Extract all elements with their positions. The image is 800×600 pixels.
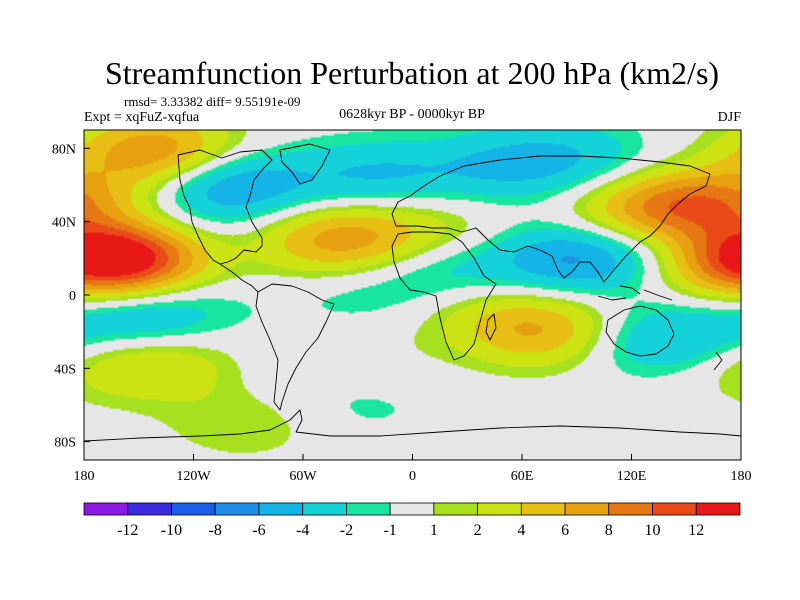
colorbar-swatch <box>608 502 653 516</box>
chart-title: Streamfunction Perturbation at 200 hPa (… <box>105 55 719 91</box>
y-tick-label: 0 <box>69 289 76 304</box>
coastline-greenland <box>279 143 331 185</box>
map-plot-area <box>84 130 741 460</box>
coastline-south-america <box>255 283 335 411</box>
colorbar-label: 2 <box>474 522 482 539</box>
colorbar-swatch <box>83 502 129 516</box>
season-label: DJF <box>718 110 742 125</box>
x-tick-label: 180 <box>731 469 752 484</box>
coastline-australia <box>605 305 675 357</box>
x-tick-label: 0 <box>409 469 416 484</box>
colorbar-label: 4 <box>517 522 525 539</box>
colorbar-label: -10 <box>161 522 182 539</box>
rmsd-diff-label: rmsd= 3.33382 diff= 9.55191e-09 <box>124 94 301 109</box>
axis-ticks: 180 120W 60W 0 60E 120E 180 80N 40N 0 40S 80S <box>52 142 752 484</box>
colorbar: -12 -10 -8 -6 -4 -2 -1 1 2 4 6 8 10 12 <box>83 502 741 539</box>
colorbar-swatch <box>258 502 304 516</box>
coastline-antarctica <box>84 409 741 442</box>
colorbar-label: -6 <box>252 522 265 539</box>
coastline-new-zealand <box>713 351 723 371</box>
coastline-central-america <box>219 263 259 293</box>
y-tick-label: 40S <box>54 362 76 377</box>
streamfunction-field <box>84 130 741 460</box>
experiment-label: Expt = xqFuZ-xqfua <box>84 110 200 125</box>
x-tick-label: 60E <box>511 469 534 484</box>
coastline-eurasia <box>391 155 711 283</box>
y-tick-label: 40N <box>52 216 76 231</box>
colorbar-label: -4 <box>296 522 309 539</box>
colorbar-swatch <box>127 502 172 516</box>
colorbar-swatch <box>302 502 347 516</box>
colorbar-label: -1 <box>383 522 396 539</box>
colorbar-swatch <box>564 502 610 516</box>
x-tick-label: 120W <box>176 469 211 484</box>
colorbar-label: -2 <box>340 522 353 539</box>
colorbar-label: 8 <box>605 522 613 539</box>
colorbar-label: 6 <box>561 522 569 539</box>
y-tick-label: 80N <box>52 142 76 157</box>
coastline-maritime-continent <box>597 285 673 301</box>
x-tick-label: 120E <box>617 469 647 484</box>
period-label: 0628kyr BP - 0000kyr BP <box>339 107 485 122</box>
x-tick-label: 180 <box>74 469 95 484</box>
coastlines <box>84 143 741 442</box>
colorbar-swatch <box>652 502 697 516</box>
colorbar-swatch <box>477 502 522 516</box>
colorbar-swatch <box>345 502 391 516</box>
y-tick-label: 80S <box>54 436 76 451</box>
colorbar-swatch <box>695 502 741 516</box>
colorbar-swatch <box>171 502 216 516</box>
colorbar-label: 10 <box>645 522 661 539</box>
colorbar-swatch <box>520 502 566 516</box>
coastline-africa <box>391 231 497 361</box>
colorbar-label: 12 <box>688 522 704 539</box>
coastline-north-america <box>177 149 273 265</box>
x-tick-label: 60W <box>289 469 317 484</box>
colorbar-label: 1 <box>430 522 438 539</box>
colorbar-swatch <box>389 502 435 516</box>
coastline-madagascar <box>485 313 497 341</box>
colorbar-label: -8 <box>209 522 222 539</box>
colorbar-swatch <box>214 502 260 516</box>
colorbar-label: -12 <box>117 522 138 539</box>
colorbar-swatch <box>433 502 479 516</box>
